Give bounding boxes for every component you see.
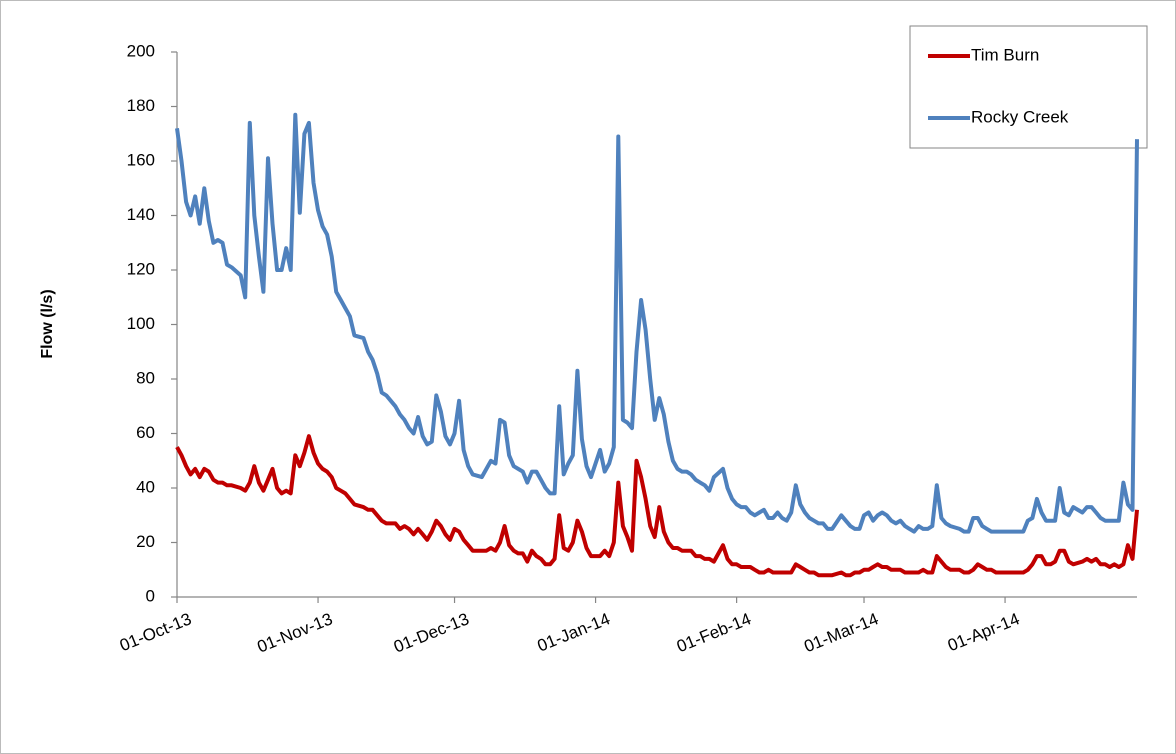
legend-label: Tim Burn	[971, 45, 1039, 64]
chart: Flow (l/s) 02040608010012014016018020001…	[0, 0, 1176, 754]
y-tick-label: 140	[127, 205, 155, 224]
y-tick-label: 120	[127, 259, 155, 278]
y-tick-label: 100	[127, 314, 155, 333]
legend-box	[910, 26, 1147, 148]
y-tick-label: 60	[136, 423, 155, 442]
y-tick-label: 0	[146, 586, 155, 605]
y-tick-label: 200	[127, 41, 155, 60]
y-tick-label: 80	[136, 368, 155, 387]
y-tick-label: 20	[136, 532, 155, 551]
y-tick-label: 40	[136, 477, 155, 496]
y-axis-label: Flow (l/s)	[39, 289, 56, 358]
y-tick-label: 180	[127, 96, 155, 115]
y-tick-label: 160	[127, 150, 155, 169]
legend-label: Rocky Creek	[971, 107, 1069, 126]
